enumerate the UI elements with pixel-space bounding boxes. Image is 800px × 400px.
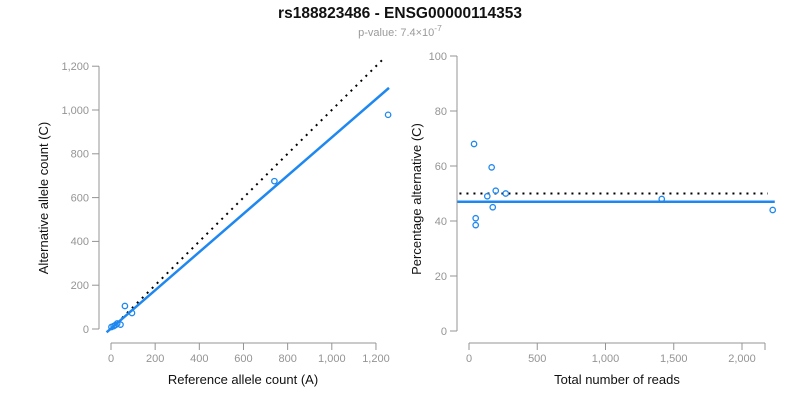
data-point — [483, 192, 491, 200]
data-point — [117, 321, 124, 328]
x-tick-label: 0 — [466, 353, 472, 365]
left-plot-render-area: 0 200 400 600 800 1,000 1,200 0 200 400 600 800 1,00… — [61, 56, 392, 365]
data-point — [271, 177, 278, 185]
data-point — [128, 309, 136, 317]
x-tick-label: 1,200 — [362, 353, 390, 365]
y-tick-label: 0 — [83, 324, 89, 336]
left-plot-y-axis-title: Alternative allele count (C) — [36, 122, 51, 274]
data-point — [472, 214, 480, 222]
y-tick-label: 0 — [441, 326, 447, 338]
y-tick-label: 80 — [435, 106, 447, 118]
x-tick-label: 1,000 — [318, 353, 346, 365]
figure-subtitle: p-value: 7.4×10-7 — [358, 23, 442, 39]
fit-line — [105, 86, 390, 334]
subtitle-pvalue-exponent: -7 — [434, 23, 442, 33]
y-tick-label: 100 — [429, 51, 447, 63]
y-tick-label: 200 — [71, 280, 89, 292]
y-tick-label: 40 — [435, 216, 447, 228]
right-plot-x-axis-title: Total number of reads — [554, 372, 680, 387]
x-tick-label: 1,500 — [660, 353, 688, 365]
x-tick-label: 600 — [234, 353, 252, 365]
identity-line — [111, 56, 387, 329]
x-tick-label: 1,000 — [592, 353, 620, 365]
left-plot-x-axis-title: Reference allele count (A) — [168, 372, 318, 387]
x-tick-label: 800 — [278, 353, 296, 365]
data-point — [502, 190, 510, 197]
data-point — [769, 206, 777, 214]
right-plot-render-area: 0 20 40 60 80 100 0 500 1,000 1,500 2,000 — [429, 51, 777, 365]
y-tick-label: 1,000 — [61, 105, 89, 117]
data-point — [384, 111, 392, 119]
y-tick-label: 20 — [435, 271, 447, 283]
figure-title: rs188823486 - ENSG00000114353 — [278, 5, 522, 22]
data-point — [658, 195, 666, 203]
x-tick-label: 500 — [528, 353, 546, 365]
subtitle-pvalue-text: p-value: 7.4×10 — [358, 27, 434, 39]
y-tick-label: 60 — [435, 161, 447, 173]
y-tick-label: 600 — [71, 192, 89, 204]
left-plot-allele-counts: Reference allele count (A) Alternative a… — [36, 56, 392, 387]
right-plot-percentage: Total number of reads Percentage alterna… — [409, 51, 777, 387]
x-tick-label: 2,000 — [728, 353, 756, 365]
data-point — [492, 187, 500, 195]
y-tick-label: 400 — [71, 236, 89, 248]
data-point — [113, 320, 121, 327]
x-tick-label: 400 — [190, 353, 208, 365]
y-tick-label: 1,200 — [61, 61, 89, 73]
data-point — [121, 302, 129, 310]
data-point — [472, 221, 480, 229]
data-point — [489, 203, 497, 211]
data-point — [470, 140, 478, 148]
x-tick-label: 200 — [146, 353, 164, 365]
x-tick-label: 0 — [108, 353, 114, 365]
right-plot-y-axis-title: Percentage alternative (C) — [409, 123, 424, 275]
data-point — [488, 164, 496, 171]
y-tick-label: 800 — [71, 149, 89, 161]
